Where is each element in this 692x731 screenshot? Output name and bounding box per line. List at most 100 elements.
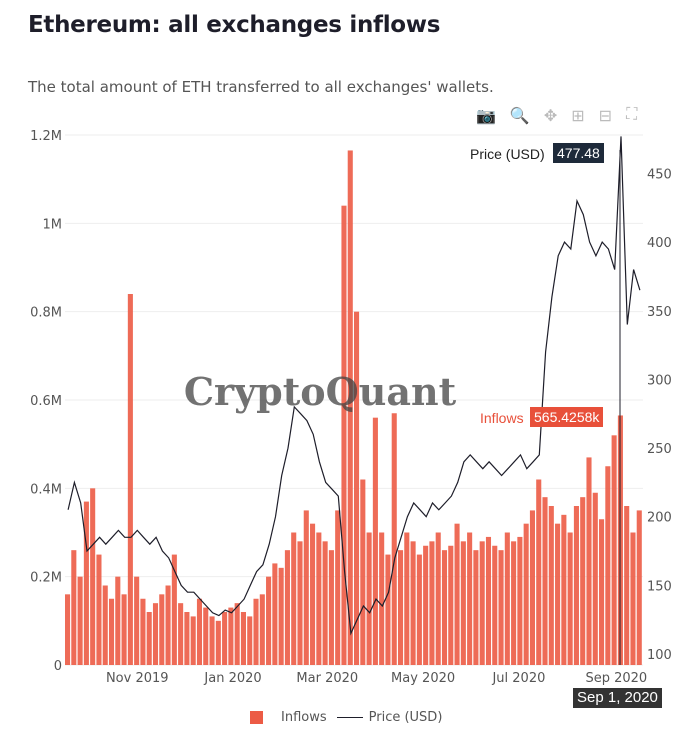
inflow-bar[interactable] xyxy=(573,506,579,665)
inflow-bar[interactable] xyxy=(435,532,441,666)
inflow-bar[interactable] xyxy=(441,550,448,665)
zoom-icon[interactable]: 🔍 xyxy=(509,108,530,125)
inflow-bar[interactable] xyxy=(479,541,485,665)
inflow-bar[interactable] xyxy=(215,620,221,665)
inflow-bar[interactable] xyxy=(259,594,265,665)
pan-icon[interactable]: ✥ xyxy=(543,108,558,125)
inflow-bar[interactable] xyxy=(523,523,529,665)
inflow-bar[interactable] xyxy=(328,550,334,665)
inflow-bar[interactable] xyxy=(548,506,554,665)
inflow-bar[interactable] xyxy=(504,532,510,666)
inflow-bar[interactable] xyxy=(360,479,366,666)
legend-price-swatch[interactable] xyxy=(336,716,363,719)
inflow-bar[interactable] xyxy=(567,532,573,666)
inflow-bar[interactable] xyxy=(171,554,177,665)
inflow-bar[interactable] xyxy=(322,541,328,665)
zoom-out-icon[interactable]: ⊟ xyxy=(598,108,613,125)
inflow-bar[interactable] xyxy=(416,554,422,665)
inflow-bar[interactable] xyxy=(536,479,542,666)
camera-icon[interactable]: 📷 xyxy=(476,108,496,125)
inflow-bar[interactable] xyxy=(65,594,71,665)
inflow-bar[interactable] xyxy=(555,523,561,665)
inflow-bar[interactable] xyxy=(636,510,642,665)
inflow-bar[interactable] xyxy=(529,510,535,665)
inflow-bar[interactable] xyxy=(228,607,234,665)
inflow-bar[interactable] xyxy=(467,532,473,666)
inflow-bar[interactable] xyxy=(310,523,316,665)
inflow-bar[interactable] xyxy=(278,567,284,665)
inflow-bar[interactable] xyxy=(561,514,567,665)
inflow-bar[interactable] xyxy=(115,576,121,665)
inflow-bar[interactable] xyxy=(448,545,454,665)
legend-price[interactable]: Price (USD) xyxy=(368,710,443,725)
legend-inflows-swatch[interactable] xyxy=(250,711,263,724)
inflow-bar[interactable] xyxy=(624,506,630,665)
inflow-bar[interactable] xyxy=(96,554,102,665)
inflow-bar[interactable] xyxy=(473,550,479,665)
inflow-bar[interactable] xyxy=(159,594,165,665)
inflow-bar[interactable] xyxy=(492,545,498,665)
inflow-bar[interactable] xyxy=(184,612,190,665)
inflow-bar[interactable] xyxy=(71,550,77,665)
inflow-bar[interactable] xyxy=(429,541,435,665)
inflow-bar[interactable] xyxy=(234,603,240,665)
inflow-bar[interactable] xyxy=(140,598,146,665)
inflow-bar[interactable] xyxy=(247,616,253,665)
inflow-bar[interactable] xyxy=(266,576,272,665)
inflow-bar[interactable] xyxy=(586,457,592,665)
inflow-bar[interactable] xyxy=(196,598,203,665)
inflow-bar[interactable] xyxy=(291,532,297,666)
inflow-bar[interactable] xyxy=(222,612,228,665)
inflow-bar[interactable] xyxy=(599,519,605,665)
inflow-bar[interactable] xyxy=(178,603,184,665)
inflow-bar[interactable] xyxy=(580,497,586,665)
inflow-bar[interactable] xyxy=(630,532,636,666)
inflow-bar[interactable] xyxy=(83,501,89,665)
inflow-bar[interactable] xyxy=(397,550,404,665)
inflow-bar[interactable] xyxy=(190,616,196,665)
inflow-bar[interactable] xyxy=(410,541,416,665)
inflow-bar[interactable] xyxy=(385,554,391,665)
inflow-bar[interactable] xyxy=(77,576,83,665)
inflow-bar[interactable] xyxy=(454,523,460,665)
inflow-bar[interactable] xyxy=(354,311,360,665)
inflow-bar[interactable] xyxy=(391,413,397,665)
inflow-bar[interactable] xyxy=(485,536,492,665)
inflow-bar[interactable] xyxy=(240,612,246,665)
inflow-bar[interactable] xyxy=(297,541,303,665)
inflow-bar[interactable] xyxy=(404,532,410,666)
inflow-bar[interactable] xyxy=(341,205,347,665)
inflow-bar[interactable] xyxy=(253,598,259,665)
inflow-bar[interactable] xyxy=(165,585,171,666)
inflow-bar[interactable] xyxy=(127,294,133,665)
inflow-bar[interactable] xyxy=(303,510,309,665)
autoscale-icon[interactable]: ⛶ xyxy=(626,106,638,123)
zoom-in-icon[interactable]: ⊞ xyxy=(571,108,585,125)
inflow-bar[interactable] xyxy=(347,150,353,666)
inflow-bar[interactable] xyxy=(134,576,140,665)
inflow-bar[interactable] xyxy=(209,616,215,665)
inflow-bar[interactable] xyxy=(335,510,341,665)
inflow-bar[interactable] xyxy=(284,550,290,665)
inflow-bar[interactable] xyxy=(460,541,466,665)
inflow-bar[interactable] xyxy=(498,550,504,665)
inflow-bar[interactable] xyxy=(152,603,159,665)
inflow-bar[interactable] xyxy=(511,541,517,665)
inflow-bar[interactable] xyxy=(108,598,115,665)
inflow-bar[interactable] xyxy=(372,417,378,665)
inflow-bar[interactable] xyxy=(366,532,372,666)
inflow-bar[interactable] xyxy=(102,585,108,666)
inflow-bar[interactable] xyxy=(592,492,598,665)
inflow-bar[interactable] xyxy=(90,488,96,665)
inflow-bar[interactable] xyxy=(542,497,548,665)
inflow-bar[interactable] xyxy=(272,563,278,665)
inflow-bar[interactable] xyxy=(121,594,127,665)
inflow-bar[interactable] xyxy=(517,536,523,665)
inflow-bar[interactable] xyxy=(203,607,209,665)
inflow-bar[interactable] xyxy=(146,612,152,665)
inflow-bar[interactable] xyxy=(605,466,611,665)
inflow-bar[interactable] xyxy=(379,532,385,666)
legend-inflows[interactable]: Inflows xyxy=(281,710,327,725)
inflow-bar[interactable] xyxy=(611,435,617,665)
